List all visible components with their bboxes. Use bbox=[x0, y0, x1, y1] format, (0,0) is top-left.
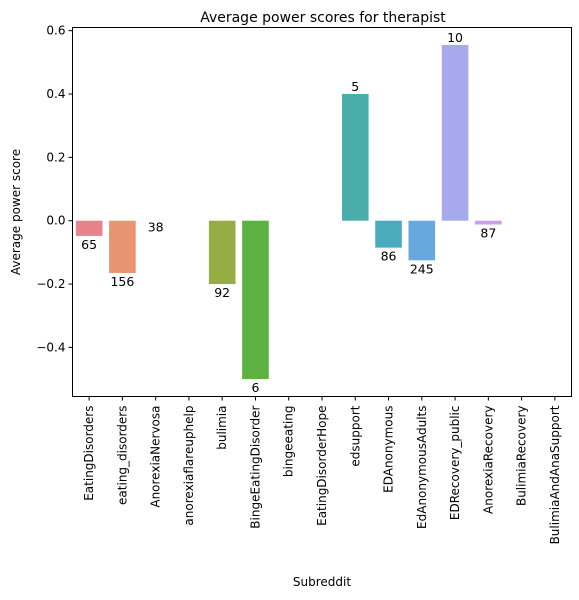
y-tick-label: 0.6 bbox=[46, 24, 65, 38]
x-tick-label-BulimiaAndAnaSupport: BulimiaAndAnaSupport bbox=[548, 405, 562, 544]
data-label-eating_disorders: 156 bbox=[110, 274, 134, 289]
x-tick-label-BingeEatingDisorder: BingeEatingDisorder bbox=[248, 405, 262, 528]
bar-edsupport bbox=[341, 94, 369, 221]
x-tick-label-EDAnonymous: EDAnonymous bbox=[382, 406, 396, 493]
data-label-edsupport: 5 bbox=[351, 79, 359, 94]
bar-bulimia bbox=[208, 220, 236, 285]
y-tick-label: 0.0 bbox=[46, 214, 65, 228]
plot-frame bbox=[72, 27, 572, 397]
x-tick-label-AnorexiaNervosa: AnorexiaNervosa bbox=[149, 406, 163, 508]
y-tick-label: −0.4 bbox=[36, 340, 65, 354]
y-tick-label: 0.2 bbox=[46, 150, 65, 164]
bar-EDRecovery_public bbox=[441, 44, 469, 221]
data-label-EDAnonymous: 86 bbox=[381, 249, 397, 264]
bar-BingeEatingDisorder bbox=[242, 220, 269, 380]
bar-eating_disorders bbox=[109, 220, 136, 273]
x-tick-label-edsupport: edsupport bbox=[348, 405, 362, 466]
x-tick-label-EatingDisorders: EatingDisorders bbox=[82, 406, 96, 501]
bar-EdAnonymousAdults bbox=[408, 220, 436, 261]
bar-EatingDisorders bbox=[75, 220, 103, 236]
y-tick-label: −0.2 bbox=[36, 277, 65, 291]
x-tick-label-eating_disorders: eating_disorders bbox=[115, 406, 129, 505]
y-axis: −0.4 −0.2 0.0 0.2 0.4 0.6 bbox=[36, 24, 73, 354]
bars-group bbox=[75, 44, 502, 380]
y-axis-label: Average power score bbox=[9, 149, 23, 275]
x-tick-label-anorexiaflareuphelp: anorexiaflareuphelp bbox=[182, 406, 196, 526]
data-label-EatingDisorders: 65 bbox=[81, 237, 97, 252]
data-label-EdAnonymousAdults: 245 bbox=[410, 261, 434, 276]
chart-title: Average power scores for therapist bbox=[200, 10, 446, 26]
data-label-bulimia: 92 bbox=[214, 285, 230, 300]
data-label-BingeEatingDisorder: 6 bbox=[251, 380, 259, 395]
x-axis-label: Subreddit bbox=[293, 575, 351, 589]
x-tick-label-EatingDisorderHope: EatingDisorderHope bbox=[315, 406, 329, 526]
x-tick-label-BulimiaRecovery: BulimiaRecovery bbox=[515, 406, 529, 507]
data-label-AnorexiaNervosa: 38 bbox=[148, 220, 164, 235]
x-tick-label-EDRecovery_public: EDRecovery_public bbox=[448, 406, 462, 521]
data-label-AnorexiaRecovery: 87 bbox=[480, 226, 496, 241]
x-tick-label-AnorexiaRecovery: AnorexiaRecovery bbox=[481, 406, 495, 514]
x-tick-label-EdAnonymousAdults: EdAnonymousAdults bbox=[415, 406, 429, 529]
y-tick-label: 0.4 bbox=[46, 87, 65, 101]
bar-EDAnonymous bbox=[375, 220, 402, 248]
bar-AnorexiaRecovery bbox=[475, 220, 502, 225]
data-label-EDRecovery_public: 10 bbox=[447, 30, 463, 45]
x-tick-label-bingeeating: bingeeating bbox=[282, 406, 296, 478]
x-tick-label-bulimia: bulimia bbox=[215, 406, 229, 450]
x-axis: EatingDisorders eating_disorders AnorexiaN… bbox=[82, 396, 562, 544]
